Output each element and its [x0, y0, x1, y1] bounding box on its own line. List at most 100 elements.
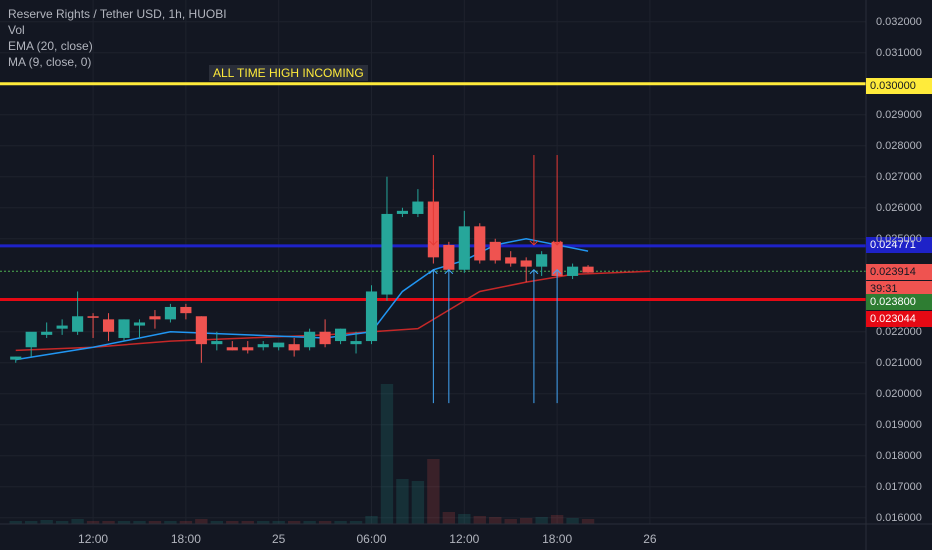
candle-body — [273, 342, 285, 348]
volume-bar — [117, 521, 131, 524]
volume-bar — [442, 512, 456, 524]
candle-body — [536, 254, 548, 267]
price-tick-label: 0.029000 — [876, 108, 922, 121]
volume-bar — [9, 521, 22, 524]
price-tick-label: 0.026000 — [876, 201, 922, 214]
volume-bar — [303, 521, 316, 524]
volume-bar — [334, 521, 347, 524]
green-line-price-tag: 0.023800 — [866, 294, 932, 310]
volume-bar — [550, 515, 564, 524]
ema-line — [15, 237, 589, 361]
candle-body — [288, 344, 300, 351]
ma-line — [15, 270, 650, 352]
volume-bar — [519, 518, 533, 524]
ema-indicator-label[interactable]: EMA (20, close) — [8, 39, 93, 53]
volume-bar — [25, 521, 38, 524]
red-line-price-tag: 0.023044 — [866, 311, 932, 327]
price-tick-label: 0.016000 — [876, 511, 922, 524]
candle-body — [133, 322, 146, 326]
candle-body — [474, 226, 486, 261]
price-tick-label: 0.027000 — [876, 170, 922, 183]
time-tick-label: 18:00 — [170, 532, 201, 546]
chart-legend: Reserve Rights / Tether USD, 1h, HUOBI V… — [8, 6, 227, 70]
volume-bar — [318, 521, 332, 524]
symbol-title[interactable]: Reserve Rights / Tether USD, 1h, HUOBI — [8, 7, 227, 21]
candle-body — [118, 319, 130, 338]
candle-body — [102, 319, 115, 332]
volume-bar — [241, 521, 254, 524]
ma-indicator-label[interactable]: MA (9, close, 0) — [8, 55, 92, 69]
volume-bar — [566, 518, 579, 524]
price-tick-label: 0.031000 — [876, 46, 922, 59]
candle-body — [520, 260, 532, 267]
price-tick-label: 0.025000 — [876, 232, 922, 245]
candle-body — [567, 266, 579, 276]
candle-body — [304, 331, 316, 348]
volume-bar — [257, 521, 270, 524]
candle-body — [489, 241, 501, 261]
price-tick-label: 0.018000 — [876, 449, 922, 462]
ath-annotation[interactable]: ALL TIME HIGH INCOMING — [209, 65, 368, 81]
time-tick-label: 25 — [272, 532, 286, 546]
down-arrow-head — [529, 240, 539, 246]
volume-indicator-label[interactable]: Vol — [8, 23, 25, 37]
candle-body — [443, 244, 455, 270]
candle-body — [10, 356, 22, 360]
time-tick-label: 06:00 — [356, 532, 387, 546]
candle-countdown-tag: 39:31 — [866, 281, 932, 297]
candle-body — [211, 341, 223, 345]
volume-bar — [349, 521, 363, 524]
volume-bar — [179, 521, 193, 524]
price-tick-label: 0.032000 — [876, 15, 922, 28]
price-tick-label: 0.028000 — [876, 139, 922, 152]
last-price-tag: 0.023914 — [866, 264, 932, 280]
candle-body — [551, 241, 563, 276]
candle-body — [25, 331, 37, 348]
volume-bar — [581, 519, 595, 524]
down-arrow-head — [429, 240, 438, 246]
volume-bar — [458, 514, 471, 524]
candle-body — [396, 210, 409, 214]
volume-bar — [86, 521, 100, 524]
volume-bar — [133, 521, 146, 524]
candle-body — [365, 291, 378, 342]
volume-bar — [504, 519, 517, 524]
volume-bar — [148, 521, 162, 524]
time-tick-label: 12:00 — [78, 532, 109, 546]
up-arrow-head — [529, 269, 539, 275]
volume-bar — [365, 516, 378, 524]
down-arrow-head — [552, 240, 562, 246]
price-tick-label: 0.022000 — [876, 325, 922, 338]
candle-body — [334, 328, 347, 342]
price-tick-label: 0.021000 — [876, 356, 922, 369]
volume-bar — [40, 520, 53, 524]
volume-bar — [272, 521, 285, 524]
candle-body — [41, 331, 53, 335]
candle-body — [242, 347, 254, 351]
volume-bar — [396, 479, 409, 524]
candle-body — [226, 347, 238, 351]
price-tick-label: 0.019000 — [876, 418, 922, 431]
up-arrow-head — [429, 269, 438, 275]
candle-body — [257, 344, 269, 348]
candle-body — [180, 306, 192, 314]
candle-body — [412, 201, 424, 214]
candle-body — [195, 316, 207, 345]
volume-bar — [55, 521, 69, 524]
price-tick-label: 0.017000 — [876, 480, 922, 493]
volume-bar — [71, 519, 84, 524]
time-tick-label: 12:00 — [449, 532, 480, 546]
candle-body — [164, 306, 176, 320]
candle-body — [350, 341, 362, 345]
time-tick-label: 26 — [643, 532, 657, 546]
volume-bar — [535, 517, 548, 524]
volume-bar — [489, 517, 502, 524]
volume-bar — [411, 481, 425, 524]
up-arrow-head — [552, 269, 562, 275]
up-arrow-head — [444, 269, 454, 275]
candle-body — [319, 331, 331, 345]
candle-body — [72, 316, 84, 332]
candle-body — [56, 325, 68, 329]
